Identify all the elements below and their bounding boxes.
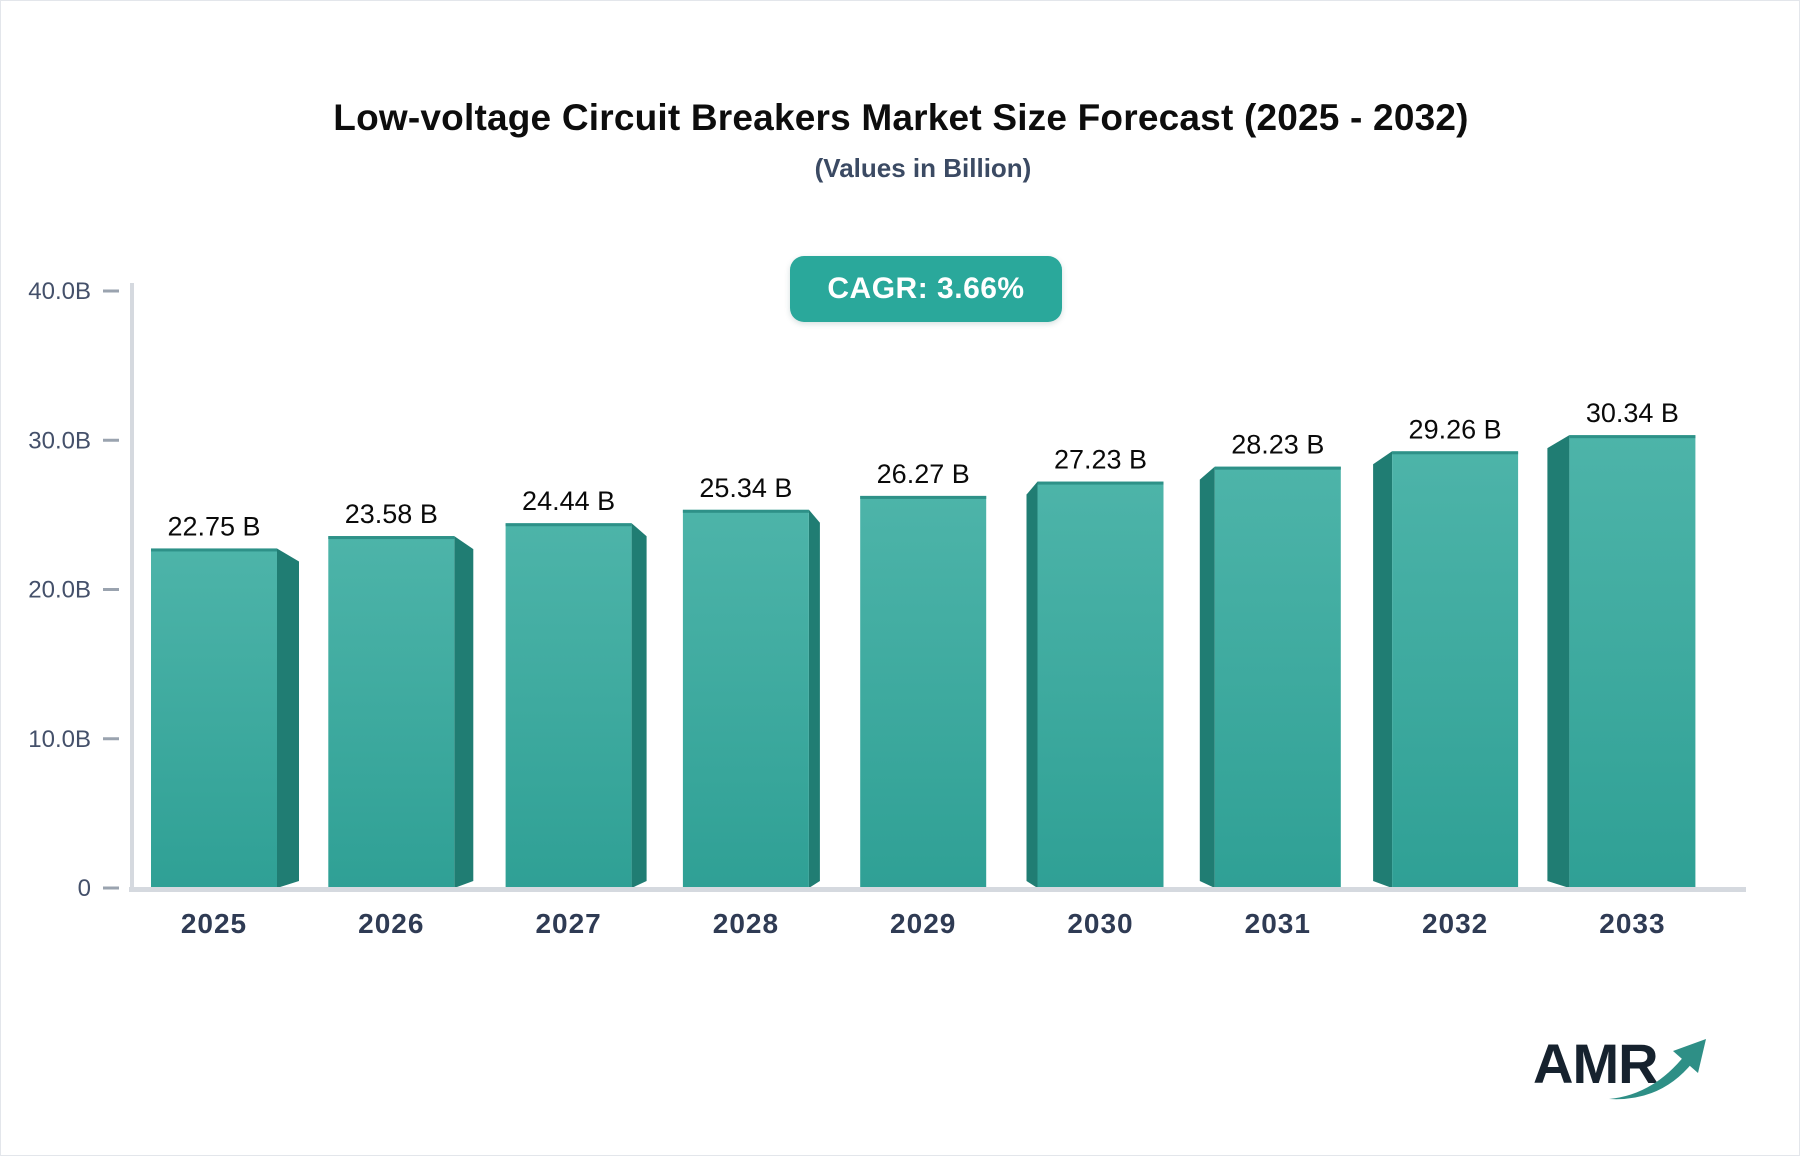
bar-value-label: 27.23 B [1054, 445, 1147, 475]
y-axis-tick-mark [103, 588, 119, 591]
chart-subtitle: (Values in Billion) [814, 153, 1032, 183]
y-axis-tick-label: 40.0B [28, 278, 91, 305]
bar-value-label: 26.27 B [877, 459, 970, 489]
bar-side-face [631, 523, 647, 888]
bar [151, 548, 277, 888]
bar-value-label: 22.75 B [167, 511, 260, 541]
bar-value-label: 29.26 B [1409, 414, 1502, 444]
x-axis-label: 2032 [1422, 908, 1488, 939]
x-axis-label: 2029 [890, 908, 956, 939]
y-axis-tick-mark [103, 438, 119, 442]
bar-top-edge [505, 523, 632, 527]
x-axis-label: 2026 [358, 908, 424, 939]
amr-logo: AMR [1533, 1031, 1733, 1121]
bar [1392, 451, 1519, 888]
x-axis-label: 2030 [1067, 908, 1133, 939]
y-axis-tick-label: 30.0B [28, 427, 91, 454]
growth-arrow-icon [1609, 1039, 1706, 1100]
cagr-badge-label: CAGR: 3.66% [827, 272, 1025, 305]
y-axis-tick-mark [103, 737, 119, 741]
bar-top-edge [151, 548, 277, 552]
bar [328, 536, 455, 888]
y-axis-tick-label: 0 [78, 875, 91, 902]
bar [1037, 481, 1164, 888]
x-axis-label: 2025 [181, 908, 247, 939]
cagr-badge: CAGR: 3.66% [790, 256, 1062, 322]
x-axis-line [129, 887, 1746, 892]
bar-top-edge [1569, 435, 1696, 439]
bar [860, 495, 987, 888]
bar-value-label: 30.34 B [1586, 398, 1679, 428]
bar-side-face [1547, 435, 1570, 888]
y-axis-tick-label: 20.0B [28, 577, 91, 604]
bar-value-label: 23.58 B [345, 499, 438, 529]
bar-top-edge [328, 536, 455, 540]
y-axis-tick-mark [103, 886, 119, 890]
bar-value-label: 25.34 B [699, 473, 792, 503]
bar [1569, 435, 1696, 888]
bar-top-edge [1392, 451, 1519, 455]
chart-title: Low-voltage Circuit Breakers Market Size… [333, 97, 1469, 138]
x-axis-label: 2028 [713, 908, 779, 939]
bar [505, 523, 632, 888]
bar-side-face [454, 536, 474, 888]
x-axis-label: 2033 [1599, 908, 1665, 939]
y-axis-line [130, 283, 134, 891]
bar-top-edge [860, 495, 987, 499]
y-axis-tick-label: 10.0B [28, 726, 91, 753]
bar-value-label: 28.23 B [1231, 430, 1324, 460]
bar-side-face [1199, 466, 1215, 888]
bar-top-edge [1037, 481, 1164, 485]
amr-logo-text: AMR [1533, 1032, 1659, 1095]
bar-side-face [1373, 451, 1393, 888]
bar-side-face [1026, 481, 1038, 888]
bar [1214, 466, 1341, 888]
bar-side-face [808, 509, 820, 888]
x-axis-label: 2027 [535, 908, 601, 939]
bar-side-face [277, 548, 299, 888]
bar-value-label: 24.44 B [522, 486, 615, 516]
bar-top-edge [1214, 466, 1341, 470]
chart-header: Low-voltage Circuit Breakers Market Size… [1, 97, 1799, 184]
bar [682, 509, 809, 888]
bar-top-edge [682, 509, 809, 513]
x-axis-label: 2031 [1245, 908, 1311, 939]
y-axis-tick-mark [103, 289, 119, 293]
